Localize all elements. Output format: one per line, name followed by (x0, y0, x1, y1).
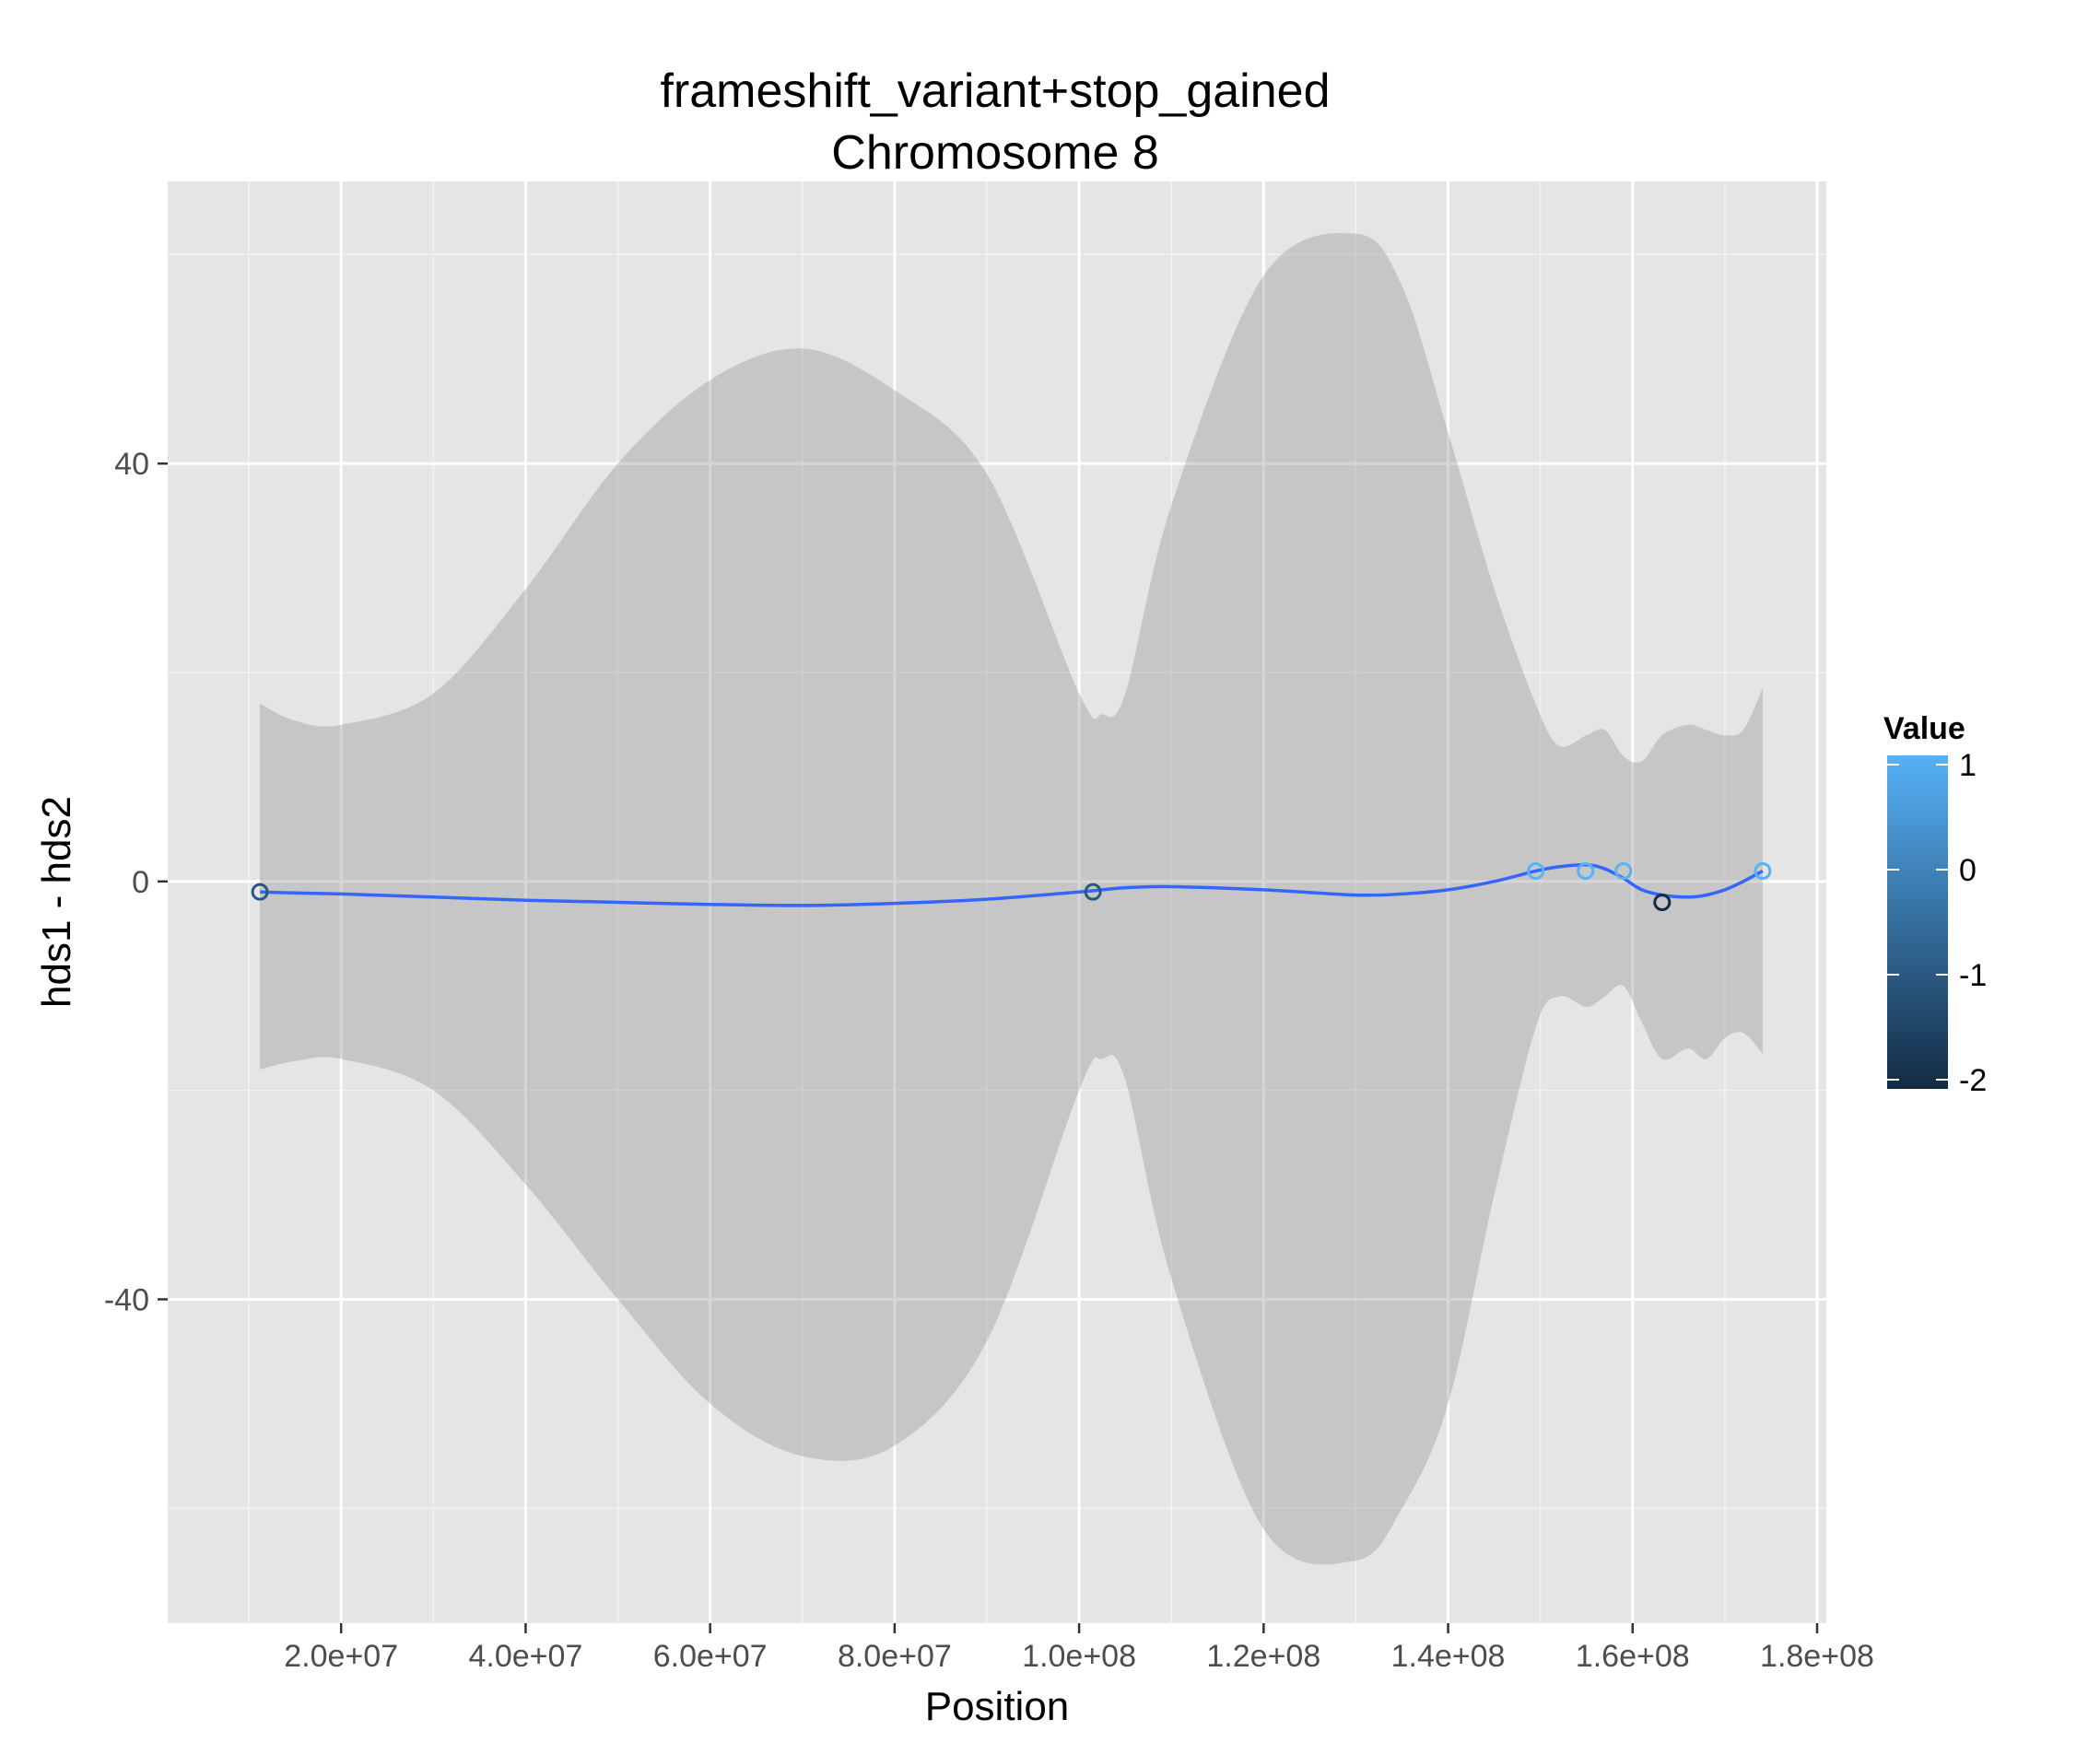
smooth-line (260, 862, 1764, 907)
data-point (1084, 883, 1102, 901)
major-gridlines (168, 181, 1826, 1623)
color-legend: Value 1 0 -1 -2 (1883, 711, 1987, 1098)
data-points (251, 861, 1772, 911)
chart-title: frameshift_variant+stop_gained (660, 64, 1330, 118)
legend-tick-label: -1 (1959, 958, 1987, 993)
x-tick-label: 1.4e+08 (1391, 1639, 1506, 1674)
x-tick-label: 1.0e+08 (1022, 1639, 1136, 1674)
legend-ticks: 1 0 -1 -2 (1887, 748, 1987, 1098)
x-axis-ticks: 2.0e+07 4.0e+07 6.0e+07 8.0e+07 1.0e+08 1.2e+… (284, 1623, 1874, 1674)
legend-tick-label: 0 (1959, 853, 1977, 888)
x-tick-label: 1.8e+08 (1760, 1639, 1874, 1674)
x-tick-label: 8.0e+07 (838, 1639, 952, 1674)
y-axis-ticks: -40 0 40 (104, 447, 168, 1317)
legend-colorbar (1887, 755, 1948, 1089)
legend-tick-label: -2 (1959, 1063, 1987, 1098)
legend-title: Value (1883, 711, 1965, 746)
y-tick-label: -40 (104, 1282, 149, 1317)
y-tick-label: 0 (132, 865, 149, 900)
x-tick-label: 6.0e+07 (653, 1639, 768, 1674)
y-tick-label: 40 (114, 447, 149, 482)
y-axis-title: hds1 - hds2 (34, 796, 79, 1008)
x-tick-label: 1.6e+08 (1576, 1639, 1690, 1674)
x-tick-label: 2.0e+07 (284, 1639, 398, 1674)
data-point (1614, 861, 1633, 880)
legend-tick-label: 1 (1959, 748, 1977, 783)
x-tick-label: 1.2e+08 (1206, 1639, 1320, 1674)
data-point (1527, 861, 1545, 880)
data-point (1754, 861, 1772, 880)
x-axis-title: Position (925, 1684, 1070, 1729)
plot-panel (168, 181, 1826, 1623)
data-point (1653, 894, 1672, 911)
chart-subtitle: Chromosome 8 (831, 126, 1158, 180)
data-point (251, 883, 269, 901)
x-tick-label: 4.0e+07 (469, 1639, 583, 1674)
data-point (1577, 861, 1595, 880)
